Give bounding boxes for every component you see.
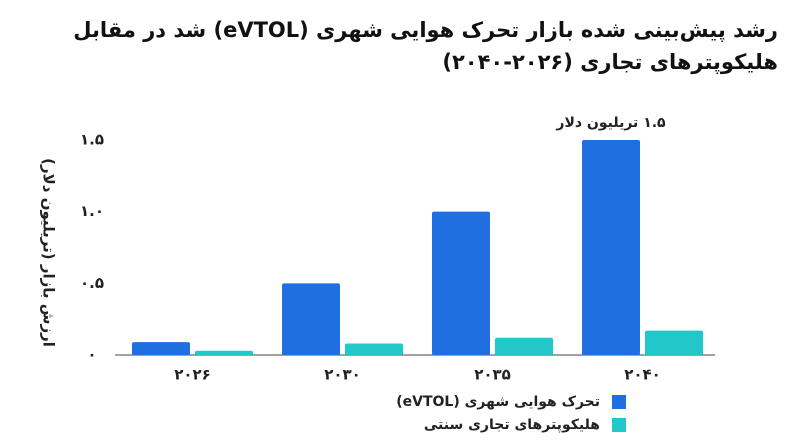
x-tick-label: ۲۰۴۰ (624, 366, 661, 384)
bar (495, 337, 553, 355)
x-tick-label: ۲۰۳۰ (324, 366, 361, 384)
legend-swatch (612, 418, 626, 432)
annotation: ۱.۵ تریلیون دلار (555, 115, 666, 131)
bar (432, 211, 490, 355)
y-tick-label: ۱.۵ (80, 131, 104, 149)
bar (582, 140, 640, 355)
legend-label: هلیکوپترهای تجاری سنتی (424, 417, 600, 433)
y-tick-label: ۰ (87, 346, 96, 364)
bar (282, 283, 340, 355)
y-tick-label: ۰.۵ (80, 274, 104, 292)
legend-label: تحرک هوایی شهری (eVTOL) (396, 394, 600, 410)
x-tick-label: ۲۰۳۵ (474, 366, 511, 384)
y-axis-label: ارزش بازار (تریلیون دلار) (40, 158, 58, 347)
chart-title: رشد پیش‌بینی شده بازار تحرک هوایی شهری (… (73, 18, 778, 74)
x-tick-label: ۲۰۲۶ (174, 366, 211, 384)
bar (345, 343, 403, 355)
bar (132, 342, 190, 355)
bar (645, 330, 703, 355)
y-tick-label: ۱.۰ (80, 202, 104, 220)
bar (195, 350, 253, 355)
legend-swatch (612, 395, 626, 409)
